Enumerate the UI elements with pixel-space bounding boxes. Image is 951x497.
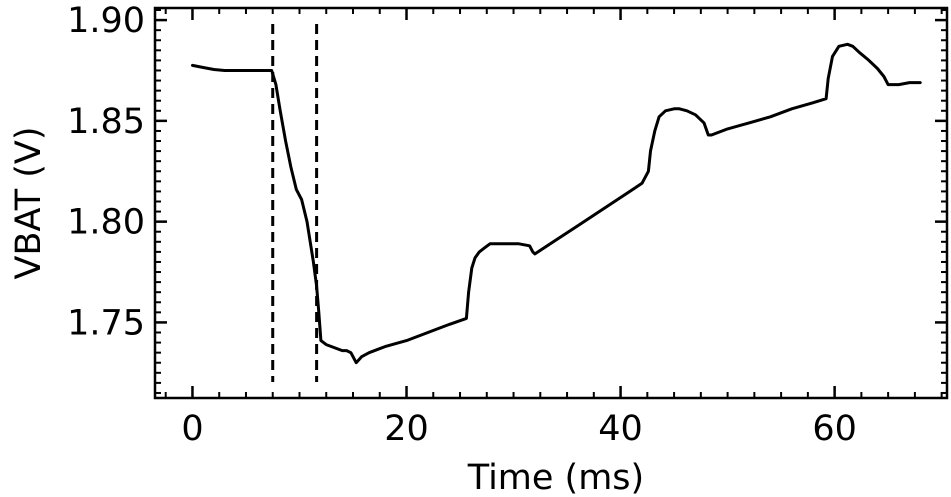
y-tick-label: 1.75 [67,303,145,343]
x-axis-label: Time (ms) [467,458,644,497]
y-minor-ticks [155,9,947,394]
vertical-markers [271,24,319,382]
y-tick-label: 1.90 [67,1,145,41]
y-tick-label: 1.85 [67,102,145,142]
x-tick-label: 20 [384,409,429,449]
plot-area [153,6,949,400]
y-tick-label: 1.80 [67,203,145,243]
series-line [191,42,922,365]
series-group [191,42,922,365]
x-major-ticks [191,8,836,398]
y-axis-label: VBAT (V) [9,127,49,280]
x-minor-ticks [164,8,943,398]
x-tick-label: 40 [598,409,643,449]
x-tick-label: 0 [181,409,203,449]
y-tick-labels: 1.75 1.80 1.85 1.90 [67,1,145,343]
plot-frame [153,6,949,400]
x-tick-label: 60 [812,409,857,449]
x-tick-labels: 0 20 40 60 [181,409,857,449]
y-major-ticks [155,18,947,324]
